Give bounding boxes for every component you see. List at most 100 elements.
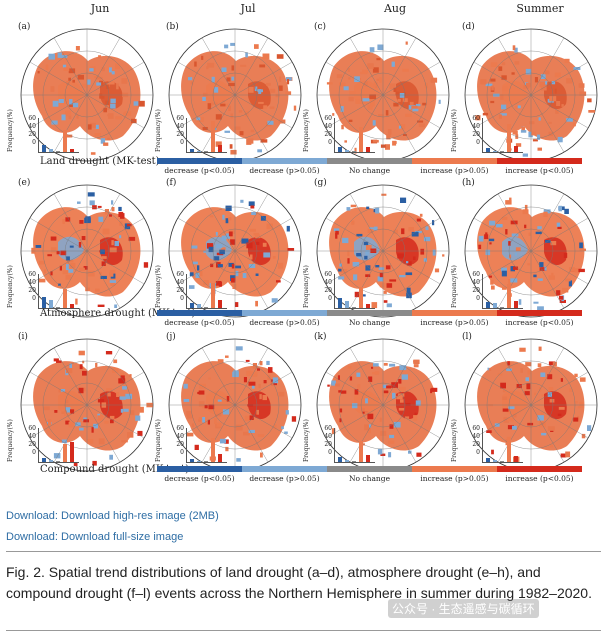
legend-labels: decrease (p<0.05) decrease (p>0.05) No cha… [157, 166, 582, 175]
trend-cell [250, 371, 258, 377]
trend-cell [399, 93, 405, 98]
trend-cell [95, 362, 98, 368]
histogram-bar [338, 298, 342, 308]
trend-cell [64, 412, 71, 416]
trend-cell [272, 256, 276, 259]
trend-cell [397, 393, 405, 397]
trend-cell [202, 417, 205, 423]
trend-cell [220, 247, 226, 251]
trend-cell [224, 130, 230, 133]
trend-cell [222, 409, 230, 415]
trend-cell [490, 279, 494, 285]
trend-cell [572, 122, 576, 127]
trend-cell [69, 363, 72, 369]
trend-cell [339, 82, 346, 87]
trend-cell [187, 414, 193, 419]
histogram-bar [63, 129, 67, 152]
ytick-label: 0 [476, 295, 480, 302]
trend-cell [75, 422, 81, 427]
trend-cell [550, 444, 553, 448]
trend-cell [222, 100, 225, 103]
trend-cell [491, 285, 495, 290]
trend-cell [110, 283, 116, 286]
trend-cell [112, 368, 119, 373]
trend-cell [485, 83, 493, 87]
trend-cell [380, 144, 386, 148]
histogram-bar [211, 282, 215, 308]
trend-cell [228, 231, 233, 237]
trend-cell [100, 138, 106, 144]
download-full-size-link[interactable]: Download: Download full-size image [6, 531, 184, 543]
trend-cell [383, 390, 389, 394]
trend-cell [270, 88, 276, 93]
trend-cell [190, 81, 194, 85]
trend-cell [415, 103, 421, 107]
trend-cell [383, 290, 387, 294]
trend-cell [228, 105, 231, 111]
trend-cell [558, 205, 562, 212]
trend-cell [208, 404, 215, 410]
trend-cell [556, 290, 561, 296]
ytick-label: 40 [324, 433, 332, 440]
trend-cell [352, 403, 358, 409]
trend-cell [73, 462, 78, 467]
trend-cell [366, 206, 370, 210]
histogram-bar [514, 456, 518, 462]
trend-cell [482, 112, 489, 116]
trend-cell [63, 67, 70, 71]
trend-cell [133, 101, 140, 106]
legend-swatch [157, 310, 242, 316]
trend-cell [192, 261, 198, 265]
trend-cell [376, 78, 380, 81]
figure-2: Jun Jul Aug Summer (a) Frequency(%) 60 40 20… [7, 2, 598, 483]
row-title-compound: Compound drought (MK-test) [40, 464, 189, 475]
meridian-line [29, 61, 145, 129]
trend-cell [513, 266, 518, 270]
trend-cell [361, 408, 365, 413]
meridian-line [29, 217, 145, 285]
trend-cell [209, 215, 214, 218]
trend-cell [191, 245, 198, 249]
trend-cell [238, 110, 243, 113]
trend-cell [560, 453, 567, 458]
trend-cell [379, 282, 386, 288]
histogram-bar [204, 461, 208, 462]
trend-cell [194, 444, 199, 450]
trend-cell [111, 71, 115, 75]
trend-cell [413, 360, 417, 363]
trend-cell [541, 394, 544, 397]
frequency-histogram [334, 118, 375, 153]
trend-cell [533, 274, 537, 278]
trend-cell [107, 137, 111, 141]
trend-cell [273, 424, 277, 430]
trend-cell [62, 270, 68, 275]
trend-cell [186, 410, 192, 416]
trend-cell [258, 383, 261, 389]
trend-cell [87, 439, 94, 444]
trend-cell [287, 248, 295, 251]
trend-cell [92, 205, 97, 210]
trend-cell [82, 370, 87, 376]
trend-cell [563, 253, 568, 258]
meridian-line [177, 61, 293, 129]
meridian-line [29, 371, 145, 439]
trend-cell [347, 250, 350, 256]
download-high-res-link[interactable]: Download: Download high-res image (2MB) [6, 510, 219, 522]
trend-cell [544, 70, 550, 75]
trend-cell [226, 77, 231, 82]
trend-cell [258, 89, 262, 94]
trend-cell [99, 271, 102, 275]
trend-cell [229, 144, 233, 149]
trend-cell [90, 152, 96, 155]
meridian-line [325, 371, 441, 439]
trend-cell [401, 374, 408, 380]
histogram-bar [70, 304, 74, 308]
trend-cell [338, 390, 342, 393]
trend-cell [508, 241, 511, 246]
histogram-ylabel: Frequency(%) [451, 265, 458, 308]
trend-cell [111, 240, 114, 246]
trend-cell [327, 384, 330, 387]
histogram-yticks: 60 40 20 0 [468, 115, 480, 147]
trend-cell [262, 395, 267, 401]
trend-cell [401, 124, 406, 130]
